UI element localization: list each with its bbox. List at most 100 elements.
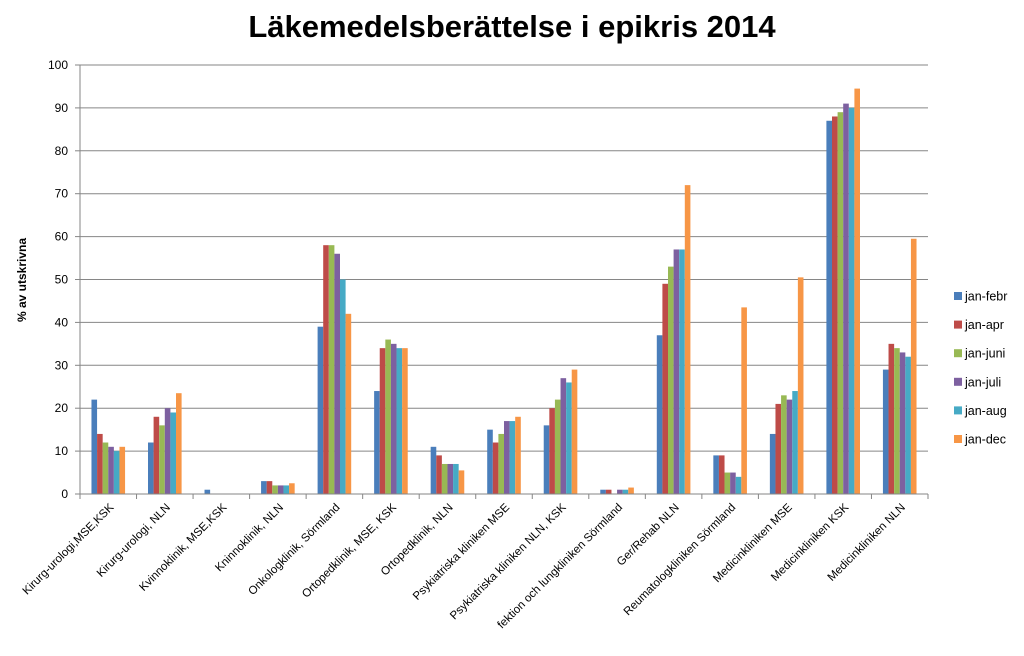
bar-jan-juli (447, 463, 454, 494)
bar-jan-apr (888, 343, 895, 494)
bar-jan-dec (176, 393, 182, 494)
legend-label: jan-juni (964, 347, 1005, 361)
legend-label: jan-dec (964, 433, 1006, 447)
bar-jan-aug (848, 107, 855, 495)
bar-jan-juli (390, 343, 397, 494)
bar-jan-juli (560, 378, 567, 494)
bar-jan-febr (713, 455, 719, 494)
legend-swatch (954, 435, 962, 443)
y-axis-ticks: 0 10 20 30 40 50 60 70 80 90 100 (48, 58, 80, 501)
bar-jan-juni (272, 485, 278, 494)
bar-jan-juli (673, 249, 680, 494)
bar-jan-febr (769, 433, 776, 494)
y-tick-label: 10 (55, 444, 69, 458)
y-tick-label: 40 (55, 315, 69, 329)
y-tick-label: 20 (55, 401, 69, 415)
bar-jan-febr (882, 369, 889, 494)
bar-jan-juni (159, 425, 165, 494)
y-tick-label: 80 (55, 144, 69, 158)
bar-jan-juni (385, 339, 391, 494)
bar-jan-aug (113, 451, 120, 494)
legend-swatch (954, 406, 962, 415)
bar-jan-dec (345, 313, 352, 494)
x-tick-label: Kirurg-urologi,MSE,KSK (21, 501, 117, 597)
bar-jan-juli (277, 485, 284, 494)
bar-jan-juli (786, 399, 793, 494)
bar-jan-apr (323, 245, 329, 494)
bar-jan-aug (509, 421, 516, 494)
bar-jan-apr (492, 442, 499, 494)
bar-jan-apr (549, 408, 555, 494)
bar-jan-aug (792, 391, 798, 494)
bar-jan-aug (622, 489, 629, 494)
bar-jan-apr (153, 416, 160, 494)
legend-label: jan-juli (964, 375, 1001, 389)
bar-jan-aug (170, 412, 176, 494)
bar-jan-juni (498, 433, 504, 494)
x-tick-label: Onkologklinik, Sörmland (246, 502, 342, 598)
x-tick-label: Ortopedklinik, MSE, KSK (300, 501, 399, 600)
bar-jan-febr (204, 489, 211, 494)
bar-jan-juni (328, 245, 335, 494)
y-tick-label: 90 (55, 101, 69, 115)
bar-jan-juli (108, 446, 114, 494)
bar-jan-juni (441, 463, 448, 494)
bar-jan-juli (334, 253, 340, 494)
bar-jan-dec (458, 470, 465, 494)
y-tick-label: 30 (55, 358, 69, 372)
legend-swatch (954, 377, 962, 386)
x-tick-label: fektion och lungkliniken Sörmland (496, 502, 626, 632)
bar-jan-juni (102, 442, 109, 494)
bar-jan-apr (662, 283, 668, 494)
x-tick-label: Psykiatriska kliniken MSE (411, 501, 512, 602)
bar-jan-febr (656, 335, 663, 494)
bar-jan-dec (684, 185, 691, 494)
bar-jan-juli (504, 421, 510, 494)
bar-jan-aug (340, 279, 346, 494)
bar-jan-aug (679, 249, 685, 494)
axes (79, 65, 928, 495)
bar-jan-juli (899, 352, 906, 494)
bar-jan-apr (775, 403, 782, 494)
bar-jan-dec (797, 277, 804, 494)
bar-jan-juni (837, 112, 844, 494)
bar-jan-febr (374, 391, 380, 494)
bar-jan-juni (668, 266, 674, 494)
x-tick-label: Reumatologkliniken Sörmland (622, 502, 739, 619)
bar-jan-aug (453, 463, 459, 494)
y-tick-label: 100 (48, 58, 68, 72)
bar-jan-febr (826, 120, 832, 495)
bar-jan-dec (515, 416, 521, 494)
y-tick-label: 50 (55, 273, 69, 287)
bar-jan-febr (317, 326, 324, 494)
legend-label: jan-febr (964, 290, 1007, 304)
bar-jan-juli (164, 408, 171, 494)
bar-jan-febr (261, 481, 267, 494)
bar-jan-juni (781, 395, 787, 494)
bar-jan-febr (543, 425, 550, 494)
x-tick-label: Psykiatriska kliniken NLN, KSK (448, 501, 569, 622)
y-tick-label: 70 (55, 187, 69, 201)
legend: jan-febr jan-apr jan-juni jan-juli jan-aug ja… (954, 290, 1007, 447)
bar-jan-febr (430, 446, 437, 494)
bar-jan-dec (628, 487, 634, 494)
legend-label: jan-apr (964, 318, 1004, 332)
y-tick-label: 0 (61, 487, 68, 501)
bar-jan-aug (735, 476, 742, 494)
bar-jan-aug (566, 382, 572, 494)
bar-jan-febr (148, 442, 154, 494)
bar-jan-juli (730, 472, 736, 494)
bar-jan-juni (554, 399, 561, 494)
bars (91, 88, 917, 495)
bar-jan-dec (741, 307, 747, 494)
bar-jan-apr (718, 455, 725, 494)
bar-jan-aug (396, 348, 403, 494)
bar-jan-aug (283, 485, 290, 494)
bar-jan-apr (266, 481, 273, 494)
bar-jan-apr (97, 433, 103, 494)
bar-jan-apr (379, 348, 386, 494)
bar-jan-febr (600, 489, 606, 494)
legend-swatch (954, 320, 962, 329)
